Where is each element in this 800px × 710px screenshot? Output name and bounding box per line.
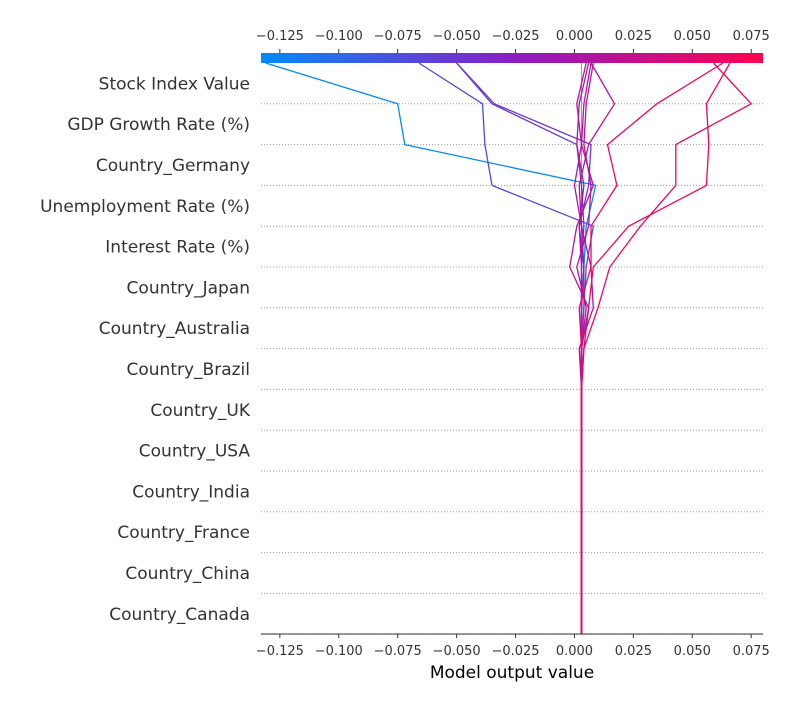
bottom-tick-label: 0.050 (674, 644, 711, 659)
feature-label: Interest Rate (%) (105, 238, 250, 258)
bottom-tick-label: 0.025 (615, 644, 652, 659)
feature-gridlines (261, 103, 763, 635)
x-axis-title: Model output value (430, 663, 594, 683)
feature-label: Country_Japan (127, 278, 250, 298)
top-tick-label: −0.025 (491, 29, 539, 44)
feature-label: GDP Growth Rate (%) (67, 115, 250, 135)
feature-label: Country_India (132, 482, 250, 502)
feature-label: Country_France (117, 523, 250, 543)
decision-path (580, 62, 731, 634)
decision-paths (265, 62, 752, 634)
feature-label: Country_Germany (96, 156, 250, 176)
bottom-tick-label: −0.100 (315, 644, 363, 659)
top-tick-label: 0.050 (674, 29, 711, 44)
feature-label: Stock Index Value (99, 74, 250, 94)
feature-label: Country_China (125, 564, 250, 584)
feature-label: Country_Canada (109, 605, 250, 625)
top-tick-label: −0.075 (374, 29, 422, 44)
bottom-tick-label: 0.075 (733, 644, 770, 659)
top-tick-label: 0.000 (556, 29, 593, 44)
top-tick-label: −0.100 (315, 29, 363, 44)
bottom-axis-ticks: −0.125 −0.100 −0.075 −0.050 −0.025 0.000 0.025… (256, 634, 770, 659)
feature-labels: Stock Index Value GDP Growth Rate (%) Coun… (40, 74, 251, 624)
top-axis-ticks: −0.125 −0.100 −0.075 −0.050 −0.025 0.000 0.025… (256, 29, 770, 53)
bottom-tick-label: −0.050 (433, 644, 481, 659)
bottom-tick-label: −0.125 (256, 644, 304, 659)
top-tick-label: −0.050 (433, 29, 481, 44)
feature-label: Unemployment Rate (%) (40, 197, 250, 217)
feature-label: Country_USA (139, 442, 251, 462)
bottom-tick-label: −0.075 (374, 644, 422, 659)
bottom-tick-label: −0.025 (491, 644, 539, 659)
feature-label: Country_UK (150, 401, 250, 421)
top-tick-label: −0.125 (256, 29, 304, 44)
feature-label: Country_Australia (99, 319, 250, 339)
top-tick-label: 0.025 (615, 29, 652, 44)
top-tick-label: 0.075 (733, 29, 770, 44)
feature-label: Country_Brazil (127, 360, 250, 380)
bottom-tick-label: 0.000 (556, 644, 593, 659)
colorbar (261, 53, 763, 63)
